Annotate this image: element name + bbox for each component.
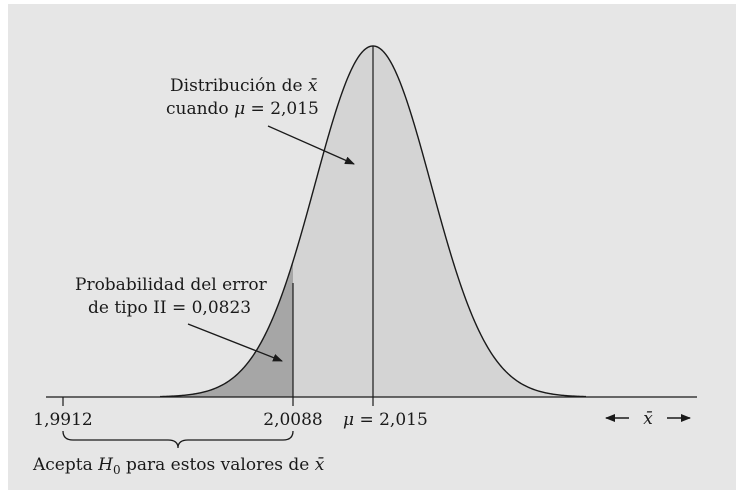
distribution-arrow [267,125,355,165]
h-zero-subscript: 0 [113,463,121,477]
distribution-label-mu: μ [234,99,245,119]
distribution-label-x-bar: x̄ [308,76,318,96]
tick-label-2-0088: 2,0088 [263,410,322,430]
tick-label-mean: μ = 2,015 [343,410,428,430]
error-label-line1: Probabilidad del error [75,275,268,295]
distribution-label-value: = 2,015 [245,99,319,119]
distribution-label-line1: Distribución de x̄ [170,76,318,96]
acceptance-prefix: Acepta [32,455,98,475]
mean-symbol: μ [343,410,354,430]
error-arrow [187,323,283,362]
distribution-label-cuando: cuando [166,99,234,119]
acceptance-brace [62,430,294,449]
distribution-label-line2: cuando μ = 2,015 [166,99,319,119]
type-ii-error-region [160,261,293,397]
error-label-line2: de tipo II = 0,0823 [88,298,251,318]
mean-value: = 2,015 [354,410,428,430]
acceptance-x-bar: x̄ [315,455,325,475]
tick-label-1-9912: 1,9912 [33,410,92,430]
x-bar-axis-symbol: x̄ [643,409,653,429]
h-zero-letter: H [97,455,114,475]
acceptance-label: Acepta H0 para estos valores de x̄ [32,455,325,477]
distribution-label-text: Distribución de [170,76,308,96]
acceptance-suffix: para estos valores de [121,455,315,475]
